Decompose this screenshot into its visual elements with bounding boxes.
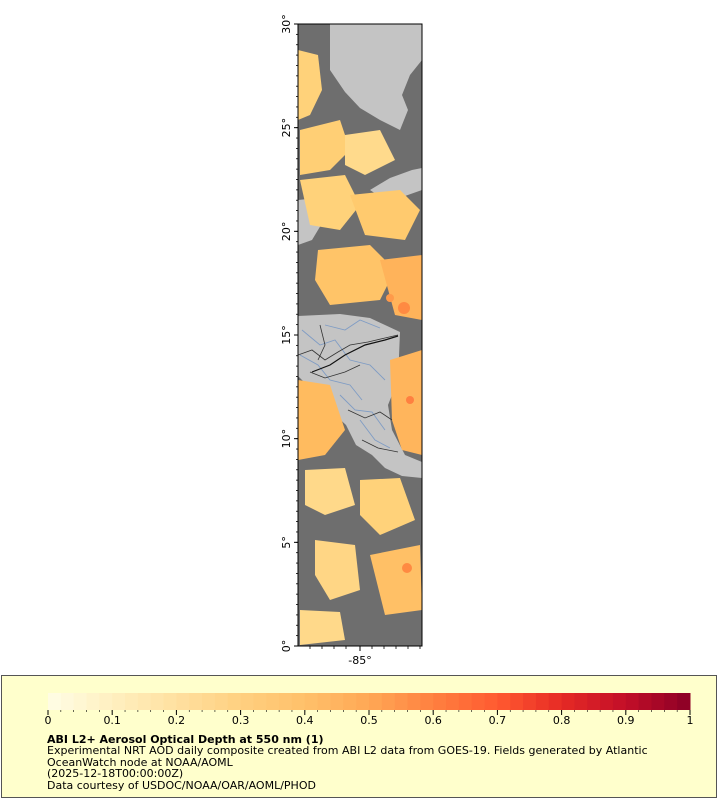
borders bbox=[298, 324, 399, 453]
latitude-axis: 0° 5° 10° 15° 20° 25° 30° bbox=[280, 14, 298, 652]
colorbar-cell bbox=[240, 693, 254, 710]
colorbar-cell bbox=[535, 693, 550, 710]
legend-box: 0 0.1 0.2 0.3 0.4 0.5 0.6 0.7 0.8 0.9 1 bbox=[1, 675, 717, 798]
colorbar-cell bbox=[73, 693, 88, 710]
lon-tick-label: -85° bbox=[348, 654, 371, 667]
colorbar-cell bbox=[561, 693, 575, 710]
colorbar-cell bbox=[484, 693, 498, 710]
colorbar-cell bbox=[304, 693, 319, 710]
land-central-america bbox=[298, 314, 422, 478]
colorbar-cell bbox=[99, 693, 113, 710]
lat-tick-label: 15° bbox=[280, 325, 293, 345]
colorbar-cell bbox=[523, 693, 537, 710]
aerosol-overlays bbox=[298, 50, 422, 645]
lat-tick-label: 0° bbox=[280, 640, 293, 653]
colorbar-tick-label: 0.6 bbox=[424, 714, 442, 727]
colorbar-cell bbox=[600, 693, 614, 710]
colorbar-cell bbox=[420, 693, 434, 710]
colorbar-cell bbox=[137, 693, 152, 710]
colorbar-cell bbox=[369, 693, 383, 710]
land-yucatan-cuba bbox=[330, 24, 422, 130]
colorbar-cell bbox=[112, 693, 126, 710]
colorbar-tick-label: 0 bbox=[45, 714, 52, 727]
lat-tick-label: 25° bbox=[280, 118, 293, 137]
colorbar-cell bbox=[163, 693, 177, 710]
colorbar-cell bbox=[664, 693, 678, 710]
colorbar-cell bbox=[176, 693, 190, 710]
colorbar-cell bbox=[343, 693, 357, 710]
colorbar-cell bbox=[407, 693, 421, 710]
colorbar-cell bbox=[253, 693, 267, 710]
lat-tick-label: 10° bbox=[280, 429, 293, 449]
colorbar-tick-label: 0.5 bbox=[360, 714, 378, 727]
description-line-2: (2025-12-18T00:00:00Z) bbox=[47, 767, 184, 780]
colorbar-cell bbox=[510, 693, 524, 710]
colorbar-cell bbox=[266, 693, 280, 710]
colorbar-cell bbox=[677, 693, 691, 710]
lat-tick-label: 5° bbox=[280, 536, 293, 549]
colorbar-cell bbox=[574, 693, 588, 710]
colorbar-tick-label: 0.1 bbox=[103, 714, 121, 727]
colorbar-cell bbox=[638, 693, 652, 710]
lat-tick-label: 30° bbox=[280, 14, 293, 34]
colorbar-cell bbox=[651, 693, 665, 710]
colorbar-cell bbox=[625, 693, 640, 710]
colorbar-cell bbox=[381, 693, 396, 710]
colorbar-cell bbox=[150, 693, 165, 710]
colorbar-cell bbox=[214, 693, 229, 710]
longitude-axis: -85° bbox=[309, 646, 421, 667]
colorbar-tick-label: 0.2 bbox=[168, 714, 186, 727]
colorbar-cell bbox=[587, 693, 601, 710]
colorbar-cell bbox=[471, 693, 486, 710]
colorbar-tick-label: 0.7 bbox=[489, 714, 507, 727]
colorbar-cell bbox=[394, 693, 409, 710]
colorbar-cell bbox=[433, 693, 447, 710]
colorbar-cell bbox=[356, 693, 370, 710]
colorbar-cell bbox=[548, 693, 563, 710]
colorbar-cell bbox=[202, 693, 216, 710]
colorbar-cell bbox=[330, 693, 344, 710]
colorbar-tick-label: 0.8 bbox=[553, 714, 571, 727]
colorbar-cell bbox=[446, 693, 460, 710]
map-title: ABI L2+ Aerosol Optical Depth at 550 nm … bbox=[47, 733, 324, 746]
colorbar-tick-label: 0.9 bbox=[617, 714, 635, 727]
rivers bbox=[299, 319, 391, 449]
colorbar-cell bbox=[227, 693, 242, 710]
colorbar-cell bbox=[48, 693, 62, 710]
colorbar-cell bbox=[279, 693, 293, 710]
colorbar-cell bbox=[125, 693, 139, 710]
colorbar-cell bbox=[497, 693, 511, 710]
colorbar-tick-label: 0.3 bbox=[232, 714, 250, 727]
colorbar-cells bbox=[48, 693, 691, 710]
colorbar-cell bbox=[60, 693, 75, 710]
colorbar-cell bbox=[189, 693, 203, 710]
colorbar-tick-label: 0.4 bbox=[296, 714, 314, 727]
colorbar-ticks: 0 0.1 0.2 0.3 0.4 0.5 0.6 0.7 0.8 0.9 1 bbox=[45, 710, 694, 727]
colorbar-cell bbox=[291, 693, 306, 710]
country-border-dark bbox=[311, 335, 399, 373]
colorbar-cell bbox=[86, 693, 100, 710]
description-line-1: Experimental NRT AOD daily composite cre… bbox=[47, 744, 648, 769]
colorbar-cell bbox=[612, 693, 627, 710]
colorbar: 0 0.1 0.2 0.3 0.4 0.5 0.6 0.7 0.8 0.9 1 bbox=[45, 693, 694, 727]
colorbar-tick-label: 1 bbox=[687, 714, 694, 727]
colorbar-cell bbox=[458, 693, 473, 710]
description-line-3: Data courtesy of USDOC/NOAA/OAR/AOML/PHO… bbox=[47, 779, 316, 792]
map-field bbox=[298, 24, 422, 646]
aod-map: 0° 5° 10° 15° 20° 25° 30° -85° bbox=[280, 14, 423, 667]
colorbar-cell bbox=[317, 693, 331, 710]
lat-tick-label: 20° bbox=[280, 222, 293, 242]
